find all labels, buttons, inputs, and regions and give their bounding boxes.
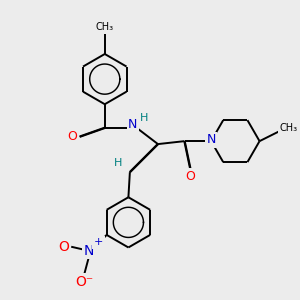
Text: N: N bbox=[84, 244, 94, 258]
Text: O: O bbox=[58, 240, 69, 254]
Text: H: H bbox=[140, 112, 148, 122]
Text: N: N bbox=[206, 133, 216, 146]
Text: O: O bbox=[185, 170, 195, 183]
Text: CH₃: CH₃ bbox=[279, 123, 298, 133]
Text: +: + bbox=[94, 237, 104, 247]
Text: N: N bbox=[128, 118, 137, 131]
Text: O: O bbox=[67, 130, 77, 143]
Text: H: H bbox=[114, 158, 122, 168]
Text: O⁻: O⁻ bbox=[75, 274, 94, 289]
Text: CH₃: CH₃ bbox=[96, 22, 114, 32]
